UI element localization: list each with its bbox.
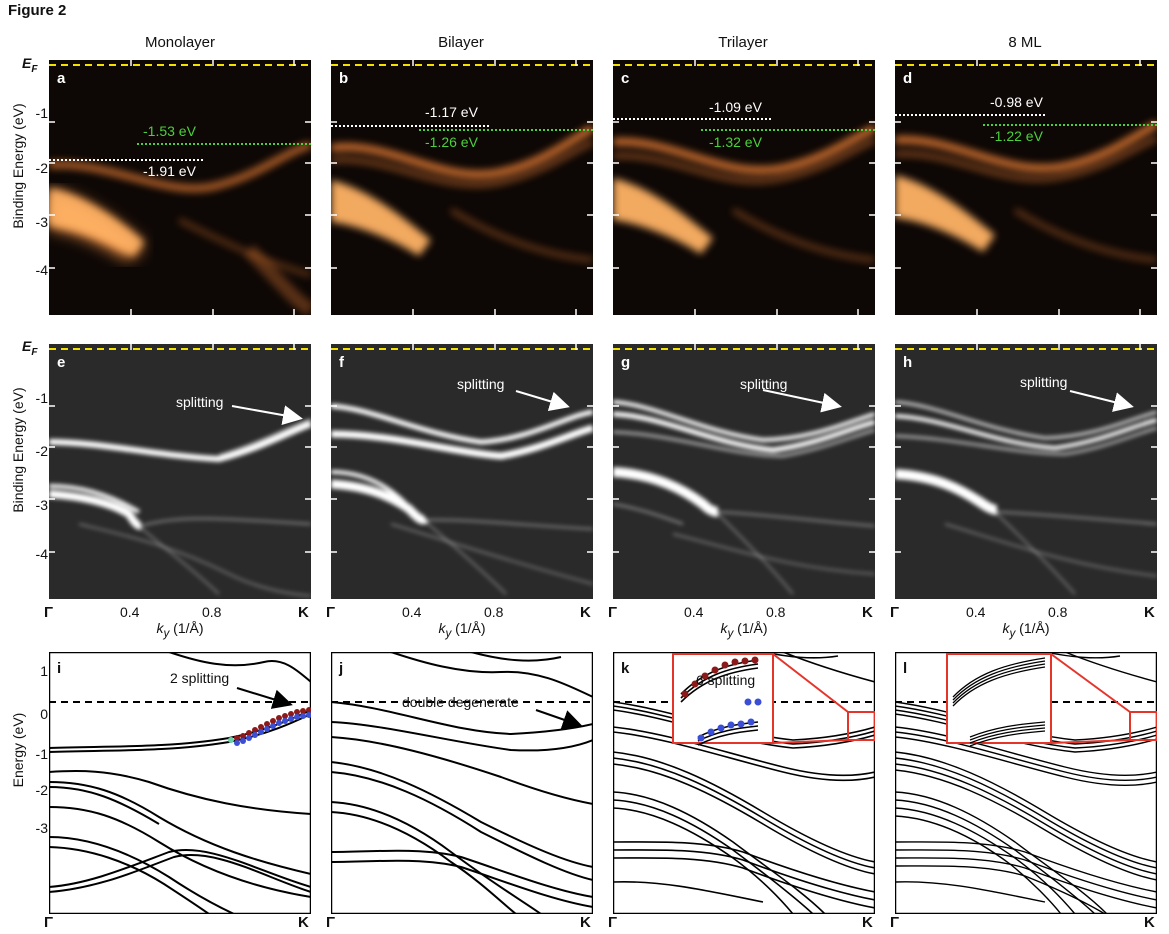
- energy-label-green: -1.53 eV: [143, 123, 196, 139]
- x-tick: 0.4: [966, 604, 986, 620]
- energy-label-white: -1.17 eV: [425, 104, 478, 120]
- x-axis-label: ky (1/Å): [156, 620, 204, 640]
- column-title-monolayer: Monolayer: [144, 34, 216, 51]
- annotation-double-degenerate: double degenerate: [402, 694, 519, 710]
- x-tick-gamma: Γ: [608, 604, 618, 621]
- x-tick: 0.4: [120, 604, 140, 620]
- x-tick-gamma: Γ: [608, 914, 618, 931]
- panel-letter-a: a: [57, 70, 66, 87]
- x-tick-k: K: [1144, 914, 1155, 931]
- panel-letter-j: j: [339, 660, 344, 677]
- panel-f: [331, 344, 593, 599]
- panel-g: [613, 344, 875, 599]
- panel-d: [895, 60, 1157, 315]
- annotation-2-splitting: 2 splitting: [170, 670, 230, 686]
- x-tick-gamma: Γ: [890, 914, 900, 931]
- figure-title: Figure 2: [8, 2, 67, 19]
- panel-letter-c: c: [621, 70, 630, 87]
- panel-letter-i: i: [57, 660, 62, 677]
- splitting-label: splitting: [457, 376, 505, 392]
- x-tick: 0.4: [402, 604, 422, 620]
- x-tick: 0.8: [1048, 604, 1068, 620]
- x-tick-gamma: Γ: [326, 604, 336, 621]
- panel-letter-b: b: [339, 70, 349, 87]
- splitting-label: splitting: [740, 376, 788, 392]
- energy-label-white: -0.98 eV: [990, 94, 1043, 110]
- panel-c: [613, 60, 875, 315]
- y-tick: -3: [35, 497, 48, 513]
- y-tick: -1: [35, 105, 48, 121]
- x-tick-k: K: [862, 914, 873, 931]
- x-axis-label: ky (1/Å): [1002, 620, 1050, 640]
- splitting-label: splitting: [176, 394, 224, 410]
- x-axis-label: ky (1/Å): [438, 620, 486, 640]
- y-tick: -4: [35, 262, 48, 278]
- x-axis-label: ky (1/Å): [720, 620, 768, 640]
- energy-label-white: -1.09 eV: [709, 99, 762, 115]
- x-tick-k: K: [862, 604, 873, 621]
- panel-letter-f: f: [339, 354, 344, 371]
- y-tick: -2: [35, 782, 48, 798]
- y-tick: 1: [40, 663, 48, 679]
- y-tick: -1: [35, 390, 48, 406]
- x-tick-k: K: [580, 604, 591, 621]
- column-title-trilayer: Trilayer: [718, 34, 768, 51]
- x-tick: 0.8: [484, 604, 504, 620]
- panel-letter-h: h: [903, 354, 913, 371]
- x-tick-gamma: Γ: [890, 604, 900, 621]
- panel-l: [895, 652, 1157, 914]
- x-tick-gamma: Γ: [326, 914, 336, 931]
- panel-b: [331, 60, 593, 315]
- y-tick: -4: [35, 546, 48, 562]
- panel-j: [331, 652, 593, 914]
- energy-label-green: -1.32 eV: [709, 134, 762, 150]
- x-tick-k: K: [580, 914, 591, 931]
- annotation-6-splitting: 6 splitting: [696, 672, 756, 688]
- panel-letter-d: d: [903, 70, 913, 87]
- ef-label-row1: EF: [22, 55, 38, 75]
- panel-i: [49, 652, 311, 914]
- panel-letter-e: e: [57, 354, 66, 371]
- panel-e: [49, 344, 311, 599]
- y-tick: -3: [35, 820, 48, 836]
- x-tick: 0.4: [684, 604, 704, 620]
- panel-a: [49, 60, 311, 315]
- splitting-label: splitting: [1020, 374, 1068, 390]
- energy-label-green: -1.26 eV: [425, 134, 478, 150]
- panel-k: [613, 652, 875, 914]
- ef-label-row2: EF: [22, 338, 38, 358]
- x-tick-k: K: [1144, 604, 1155, 621]
- panel-letter-l: l: [903, 660, 908, 677]
- x-tick: 0.8: [202, 604, 222, 620]
- column-title-bilayer: Bilayer: [438, 34, 484, 51]
- y-tick: 0: [40, 706, 48, 722]
- x-tick-k: K: [298, 604, 309, 621]
- x-tick-k: K: [298, 914, 309, 931]
- x-tick: 0.8: [766, 604, 786, 620]
- y-tick: -1: [35, 746, 48, 762]
- y-tick: -2: [35, 160, 48, 176]
- panel-letter-g: g: [621, 354, 631, 371]
- x-tick-gamma: Γ: [44, 604, 54, 621]
- y-tick: -3: [35, 214, 48, 230]
- energy-label-white: -1.91 eV: [143, 163, 196, 179]
- energy-label-green: -1.22 eV: [990, 128, 1043, 144]
- y-tick: -2: [35, 443, 48, 459]
- x-tick-gamma: Γ: [44, 914, 54, 931]
- panel-h: [895, 344, 1157, 599]
- column-title-8ml: 8 ML: [1008, 34, 1042, 51]
- panel-letter-k: k: [621, 660, 630, 677]
